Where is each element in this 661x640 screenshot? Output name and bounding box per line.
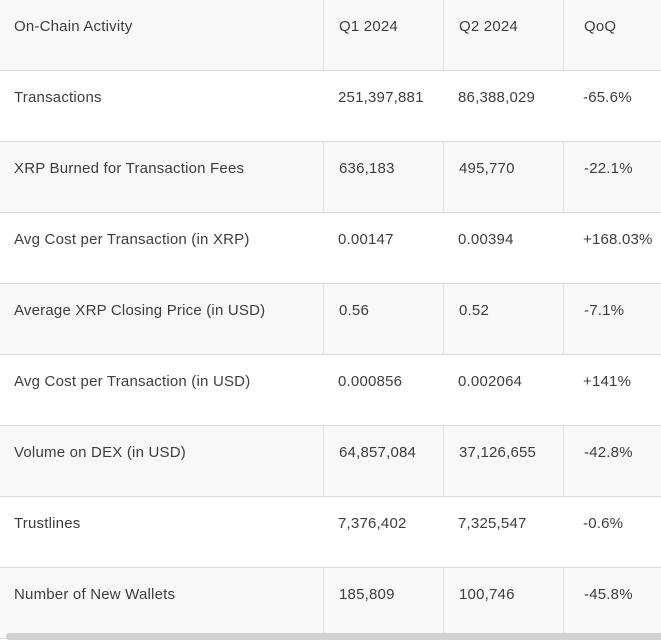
table-row: Average XRP Closing Price (in USD) 0.56 0.… [0,284,661,355]
q1-value: 64,857,084 [323,426,443,496]
q1-value: 185,809 [323,568,443,638]
column-header-activity: On-Chain Activity [14,18,133,35]
metric-label: Transactions [14,89,102,106]
table-row: Volume on DEX (in USD) 64,857,084 37,126,6… [0,426,661,497]
table-row: XRP Burned for Transaction Fees 636,183 49… [0,142,661,213]
q2-value: 37,126,655 [443,426,563,496]
q1-value: 7,376,402 [338,515,407,532]
metric-label: Avg Cost per Transaction (in USD) [14,373,251,390]
q2-value: 0.002064 [458,373,523,390]
qoq-value: +141% [583,373,632,390]
metric-label: Average XRP Closing Price (in USD) [14,302,266,319]
table-row: Avg Cost per Transaction (in USD) 0.00085… [0,355,661,426]
metric-label: Number of New Wallets [14,586,176,603]
qoq-value: -45.8% [563,568,661,638]
table-row: Transactions 251,397,881 86,388,029 -65.6% [0,71,661,142]
qoq-value: +168.03% [583,231,653,248]
metric-label: Trustlines [14,515,81,532]
q1-value: 0.000856 [338,373,403,390]
qoq-value: -42.8% [563,426,661,496]
table-row: Number of New Wallets 185,809 100,746 -45.8… [0,568,661,639]
q1-value: 636,183 [323,142,443,212]
column-header-q2: Q2 2024 [443,0,563,70]
qoq-value: -65.6% [583,89,632,106]
table-row: Avg Cost per Transaction (in XRP) 0.00147… [0,213,661,284]
metric-label: XRP Burned for Transaction Fees [14,160,245,177]
table-header-row: On-Chain Activity Q1 2024 Q2 2024 QoQ [0,0,661,71]
q2-value: 495,770 [443,142,563,212]
q2-value: 0.00394 [458,231,514,248]
q1-value: 251,397,881 [338,89,424,106]
column-header-qoq: QoQ [563,0,661,70]
qoq-value: -0.6% [583,515,624,532]
q2-value: 100,746 [443,568,563,638]
q1-value: 0.56 [323,284,443,354]
column-header-q1: Q1 2024 [323,0,443,70]
q2-value: 86,388,029 [458,89,536,106]
table-body: Transactions 251,397,881 86,388,029 -65.6% X… [0,71,661,639]
horizontal-scrollbar[interactable] [6,633,661,640]
q2-value: 0.52 [443,284,563,354]
qoq-value: -22.1% [563,142,661,212]
q2-value: 7,325,547 [458,515,527,532]
metric-label: Avg Cost per Transaction (in XRP) [14,231,250,248]
table-row: Trustlines 7,376,402 7,325,547 -0.6% [0,497,661,568]
q1-value: 0.00147 [338,231,394,248]
metric-label: Volume on DEX (in USD) [14,444,186,461]
qoq-value: -7.1% [563,284,661,354]
